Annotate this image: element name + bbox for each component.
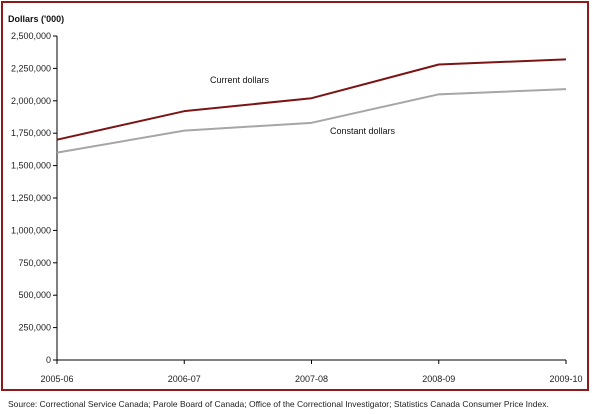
x-tick-label: 2009-10 <box>549 374 582 384</box>
y-tick-label: 2,500,000 <box>11 31 51 41</box>
series-lines <box>56 58 567 154</box>
y-tick-label: 1,750,000 <box>11 128 51 138</box>
source-note: Source: Correctional Service Canada; Par… <box>8 399 549 409</box>
x-tick-label: 2008-09 <box>422 374 455 384</box>
series-line-constant-dollars <box>56 88 567 154</box>
annotation-constant-dollars: Constant dollars <box>330 126 396 136</box>
y-tick-label: 2,250,000 <box>11 63 51 73</box>
x-tick-label: 2007-08 <box>295 374 328 384</box>
y-tick-label: 1,000,000 <box>11 225 51 235</box>
y-tick-label: 250,000 <box>18 323 51 333</box>
x-tick-label: 2006-07 <box>168 374 201 384</box>
y-axis-label: Dollars ('000) <box>8 14 64 24</box>
x-tick-label: 2005-06 <box>40 374 73 384</box>
y-tick-label: 0 <box>46 355 51 365</box>
y-tick-label: 500,000 <box>18 290 51 300</box>
y-tick-label: 1,250,000 <box>11 193 51 203</box>
line-chart: Dollars ('000) 0 250,000 500,000 750,000 1,0… <box>8 14 583 384</box>
y-tick-label: 2,000,000 <box>11 96 51 106</box>
y-axis-ticks: 0 250,000 500,000 750,000 1,000,000 1,250,000… <box>11 31 57 365</box>
chart-frame <box>1 1 589 391</box>
y-tick-label: 750,000 <box>18 258 51 268</box>
x-axis-ticks: 2005-06 2006-07 2007-08 2008-09 2009-10 <box>40 360 583 384</box>
series-line-current-dollars <box>56 58 567 141</box>
y-tick-label: 1,500,000 <box>11 161 51 171</box>
annotation-current-dollars: Current dollars <box>210 75 270 85</box>
